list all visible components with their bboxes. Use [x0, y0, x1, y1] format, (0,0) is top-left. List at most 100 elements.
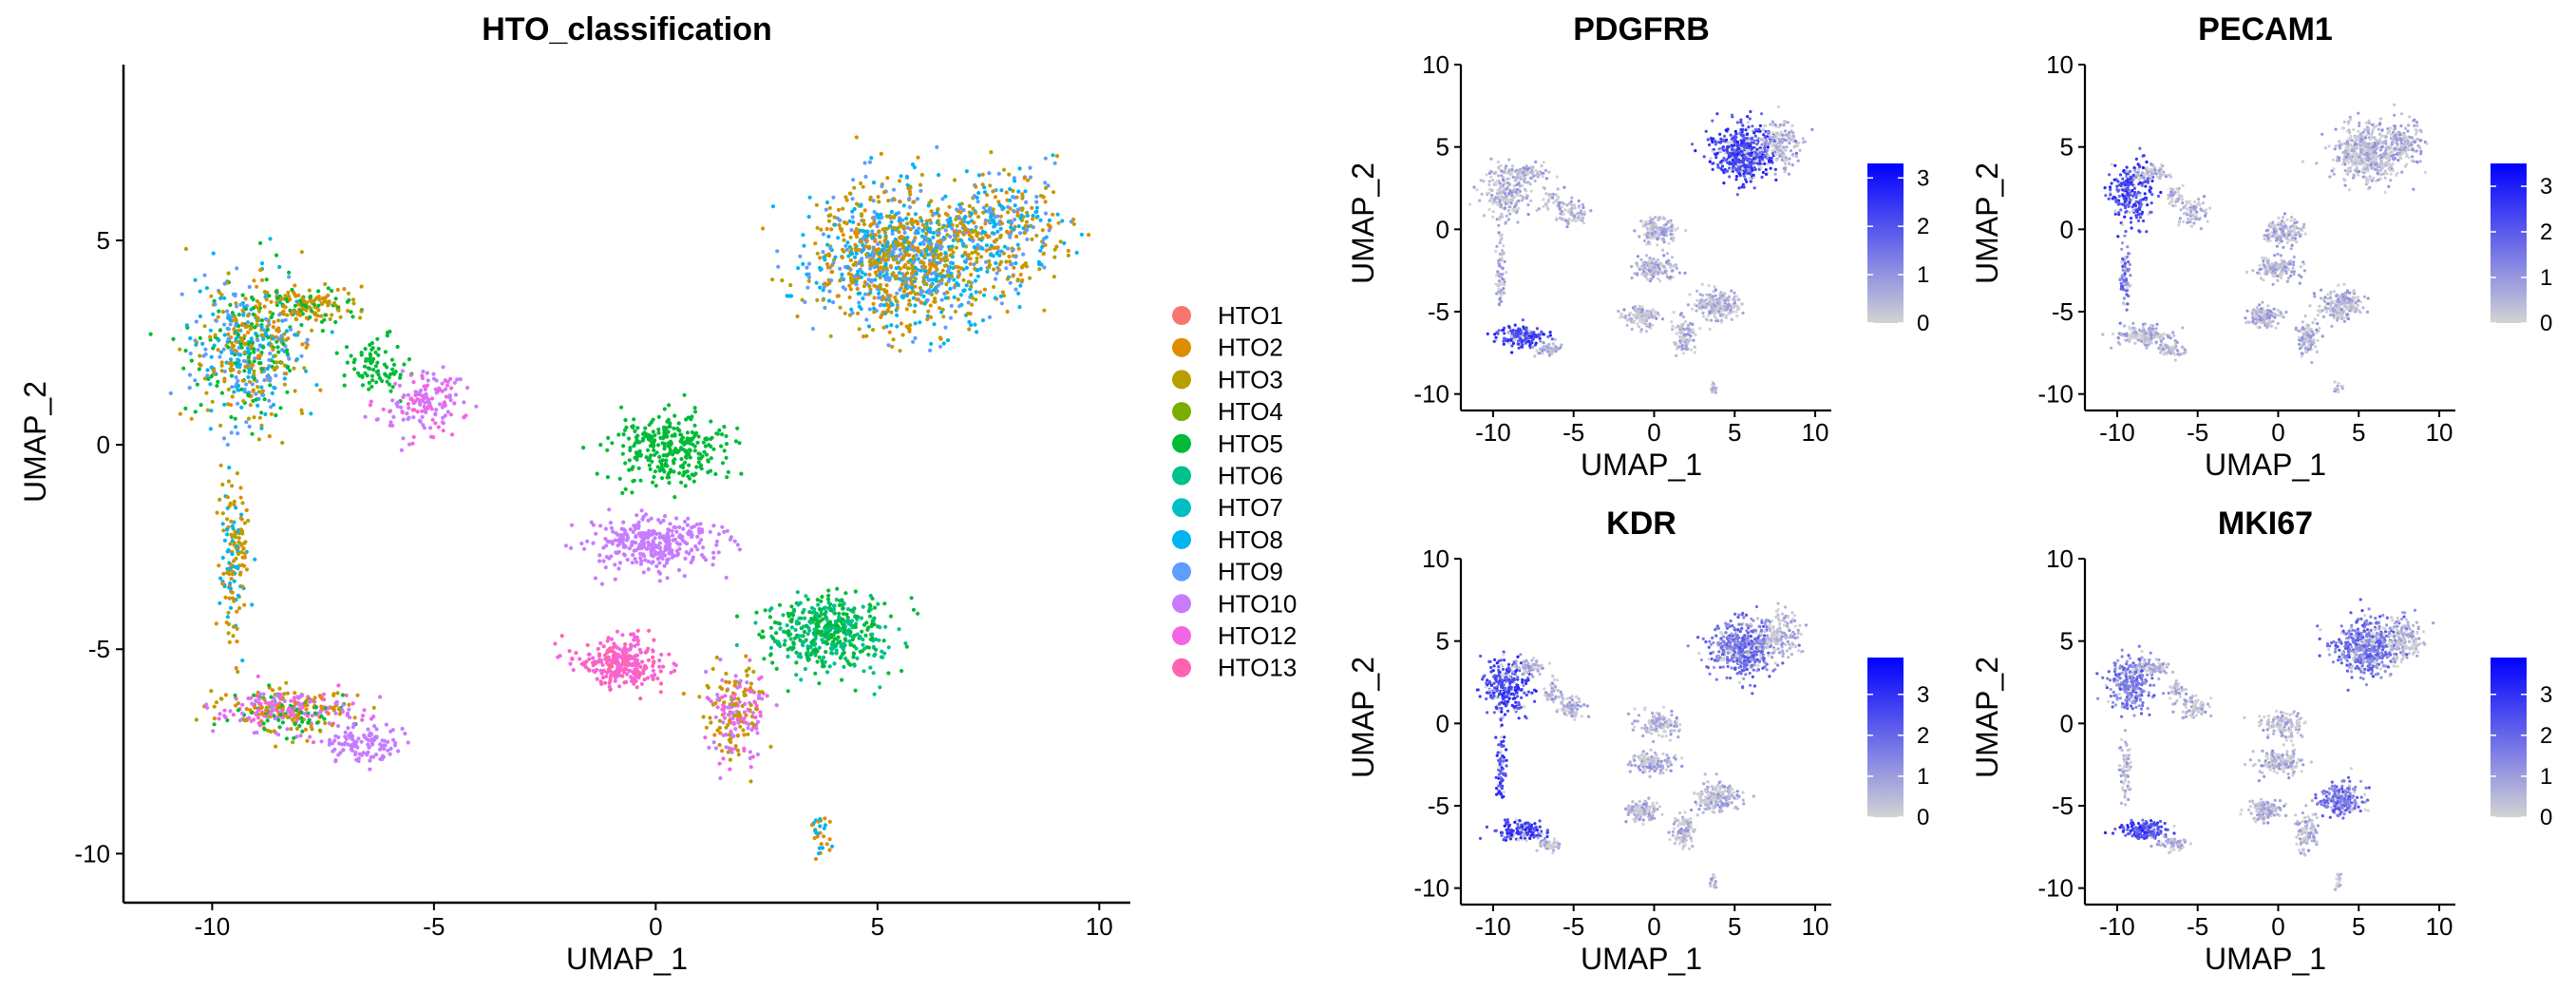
hto-cell-point: [868, 266, 873, 271]
hto-cell-point: [895, 324, 900, 329]
hto-cell-point: [979, 225, 984, 230]
hto-cell-point: [991, 189, 995, 194]
hto-cell-point: [889, 209, 895, 215]
hto-cell-point: [975, 232, 979, 237]
hto-cell-point: [841, 625, 845, 630]
hto-cell-point: [817, 655, 822, 659]
hto-cell-point: [328, 316, 332, 321]
hto-cell-point: [850, 311, 855, 315]
hto-cell-point: [901, 289, 907, 294]
hto-cell-point: [1051, 275, 1056, 279]
hto-cell-point: [843, 311, 847, 315]
hto-cell-point: [748, 702, 753, 708]
hto-cell-point: [755, 752, 761, 757]
hto-cell-point: [719, 444, 724, 448]
hto-cell-point: [237, 536, 241, 541]
hto-cell-point: [828, 246, 833, 251]
hto-cell-point: [643, 426, 648, 430]
hto-cell-point: [444, 378, 448, 384]
hto-cell-point: [830, 645, 835, 650]
hto-cell-point: [344, 345, 350, 350]
hto-cell-point: [605, 639, 610, 643]
hto-cell-point: [864, 317, 869, 322]
hto-cell-point: [905, 266, 910, 271]
hto-cell-point: [715, 697, 720, 702]
hto-cell-point: [188, 351, 193, 356]
hto-cell-point: [806, 215, 811, 219]
hto-cell-point: [234, 666, 238, 671]
hto-cell-point: [874, 647, 879, 652]
hto-cell-point: [449, 386, 454, 391]
hto-cell-point: [235, 626, 239, 631]
hto-cell-point: [268, 310, 273, 315]
hto-cell-point: [367, 380, 371, 385]
hto-cell-point: [678, 439, 683, 444]
hto-cell-point: [1031, 217, 1035, 221]
hto-cell-point: [851, 219, 856, 224]
hto-cell-point: [971, 238, 975, 243]
hto-cell-point: [262, 727, 267, 732]
hto-cell-point: [827, 205, 832, 211]
hto-cell-point: [722, 448, 727, 453]
hto-cell-point: [911, 257, 916, 261]
hto-cell-point: [821, 250, 825, 255]
hto-cell-point: [862, 669, 866, 674]
expression-point: [1750, 147, 1753, 151]
hto-cell-point: [703, 735, 708, 740]
expression-point: [1702, 155, 1706, 159]
hto-cell-point: [198, 353, 202, 358]
hto-cell-point: [350, 725, 355, 730]
hto-cell-point: [406, 402, 410, 407]
legend-label: HTO2: [1218, 334, 1283, 362]
expression-point: [1711, 167, 1714, 171]
hto-cell-point: [636, 525, 641, 530]
hto-cell-point: [639, 681, 645, 687]
hto-cell-point: [278, 713, 283, 717]
hto-cell-point: [838, 226, 843, 231]
hto-cell-point: [342, 287, 347, 292]
hto-cell-point: [1005, 277, 1010, 281]
hto-cell-point: [750, 711, 756, 715]
hto-cell-point: [667, 475, 672, 480]
hto-cell-point: [729, 697, 734, 702]
hto-cell-point: [569, 545, 574, 551]
hto-cell-point: [655, 676, 660, 681]
hto-cell-point: [827, 627, 832, 632]
hto-cell-point: [593, 576, 598, 581]
hto-cell-point: [871, 253, 877, 258]
hto-cell-point: [279, 360, 284, 365]
hto-cell-point: [649, 516, 653, 521]
hto-cell-point: [992, 267, 996, 272]
hto-cell-point: [1023, 261, 1028, 266]
hto-cell-point: [240, 529, 245, 534]
hto-cell-point: [635, 426, 640, 430]
hto-cell-point: [858, 635, 862, 639]
hto-cell-point: [349, 353, 353, 358]
hto-cell-point: [293, 389, 297, 393]
hto-cell-point: [882, 303, 887, 308]
hto-cell-point: [236, 708, 240, 713]
hto-cell-point: [665, 434, 670, 439]
expression-point: [1723, 158, 1727, 162]
hto-cell-point: [651, 655, 655, 660]
hto-cell-point: [294, 357, 299, 362]
hto-cell-point: [431, 372, 436, 376]
hto-cell-point: [362, 734, 368, 739]
hto-cell-point: [321, 692, 326, 696]
hto-cell-point: [437, 402, 443, 407]
hto-cell-point: [734, 614, 740, 619]
hto-cell-point: [949, 303, 954, 308]
hto-cell-point: [282, 376, 287, 381]
hto-cell-point: [1037, 267, 1042, 272]
hto-cell-point: [805, 644, 810, 649]
hto-cell-point: [943, 211, 948, 217]
hto-cell-point: [667, 544, 672, 550]
expression-point: [1755, 147, 1759, 151]
expression-point: [1724, 128, 1728, 132]
hto-cell-point: [672, 495, 677, 500]
hto-cell-point: [975, 274, 980, 278]
hto-cell-point: [842, 601, 846, 606]
hto-cell-point: [838, 599, 843, 603]
hto-cell-point: [907, 196, 912, 201]
hto-cell-point: [926, 309, 931, 314]
